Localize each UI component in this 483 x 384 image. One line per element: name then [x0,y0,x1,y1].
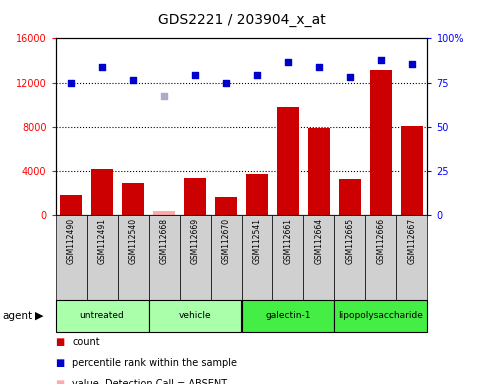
Bar [60,195,82,215]
Bar [246,174,268,215]
Point [377,57,385,63]
Text: ■: ■ [56,379,65,384]
Text: GSM112670: GSM112670 [222,218,230,264]
Text: GSM112540: GSM112540 [128,218,138,264]
Text: GSM112664: GSM112664 [314,218,324,264]
Bar [334,300,427,332]
Bar [277,107,299,215]
Text: agent: agent [2,311,32,321]
Bar [272,215,303,300]
Text: GDS2221 / 203904_x_at: GDS2221 / 203904_x_at [157,13,326,27]
Point [98,64,106,70]
Point [129,77,137,83]
Text: ▶: ▶ [35,311,43,321]
Bar [180,215,211,300]
Bar [339,179,361,215]
Bar [86,215,117,300]
Bar [397,215,427,300]
Point [160,93,168,99]
Text: galectin-1: galectin-1 [265,311,311,320]
Text: ■: ■ [56,337,65,347]
Point [191,72,199,78]
Bar [184,177,206,215]
Text: GSM112667: GSM112667 [408,218,416,264]
Text: untreated: untreated [80,311,125,320]
Bar [91,169,113,215]
Bar [56,300,149,332]
Text: lipopolysaccharide: lipopolysaccharide [339,311,424,320]
Point [346,74,354,80]
Bar [122,183,144,215]
Text: GSM112666: GSM112666 [376,218,385,264]
Point [284,58,292,65]
Text: GSM112661: GSM112661 [284,218,293,263]
Point [408,61,416,67]
Text: GSM112665: GSM112665 [345,218,355,264]
Bar [117,215,149,300]
Bar [149,215,180,300]
Bar [366,215,397,300]
Bar [211,215,242,300]
Text: ■: ■ [56,358,65,368]
Text: vehicle: vehicle [179,311,212,320]
Bar [56,215,86,300]
Text: GSM112668: GSM112668 [159,218,169,263]
Text: value, Detection Call = ABSENT: value, Detection Call = ABSENT [72,379,227,384]
Text: percentile rank within the sample: percentile rank within the sample [72,358,238,368]
Text: GSM112490: GSM112490 [67,218,75,264]
Bar [308,128,330,215]
Bar [215,197,237,215]
Text: count: count [72,337,100,347]
Bar [153,210,175,215]
Bar [242,215,272,300]
Text: GSM112669: GSM112669 [190,218,199,264]
Point [67,79,75,86]
Bar [242,300,334,332]
Bar [303,215,334,300]
Point [253,72,261,78]
Bar [334,215,366,300]
Text: GSM112541: GSM112541 [253,218,261,263]
Point [222,79,230,86]
Bar [149,300,242,332]
Bar [401,126,423,215]
Point [315,64,323,70]
Bar [370,70,392,215]
Text: GSM112491: GSM112491 [98,218,107,263]
